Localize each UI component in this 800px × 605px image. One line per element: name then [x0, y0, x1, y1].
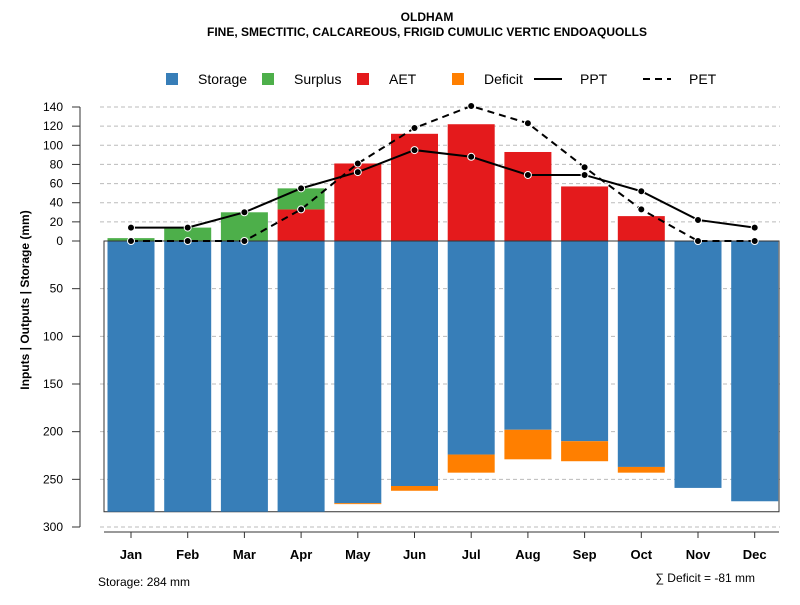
chart-subtitle: FINE, SMECTITIC, CALCAREOUS, FRIGID CUMU… [207, 25, 647, 39]
x-tick-label: Apr [290, 547, 312, 562]
x-tick-label: Mar [233, 547, 256, 562]
pet-point [183, 237, 192, 245]
deficit-bar [561, 441, 609, 462]
pet-point [467, 102, 476, 111]
storage-bar [447, 241, 495, 455]
x-tick-label: Dec [743, 547, 767, 562]
pet-point [637, 205, 646, 214]
pet-point [410, 124, 419, 133]
x-tick-label: Jan [120, 547, 142, 562]
aet-bar [277, 209, 325, 241]
legend-label: AET [389, 71, 417, 87]
x-tick-label: Jul [462, 547, 481, 562]
ppt-line [131, 149, 755, 229]
y-tick-label: 250 [43, 472, 63, 486]
aet-bar [617, 216, 665, 241]
legend-label: Deficit [484, 71, 523, 87]
pet-line [131, 104, 755, 242]
x-tick-label: Sep [573, 547, 597, 562]
aet-bar [447, 124, 495, 241]
legend-label: Surplus [294, 71, 341, 87]
x-tick-label: May [345, 547, 371, 562]
y-tick-label: 60 [50, 177, 64, 191]
x-tick-label: Feb [176, 547, 199, 562]
storage-bar [504, 241, 552, 430]
pet-point [297, 205, 306, 214]
deficit-bar [391, 486, 438, 491]
pet-point [127, 237, 135, 245]
surplus-bar [164, 227, 212, 241]
storage-bar [617, 241, 665, 467]
deficit-bar [504, 429, 552, 460]
legend-label: PPT [580, 71, 608, 87]
x-tick-label: Aug [515, 547, 540, 562]
legend-label: PET [689, 71, 717, 87]
deficit-bar [617, 466, 665, 473]
ppt-point [297, 184, 306, 193]
y-tick-label: 120 [43, 119, 63, 133]
storage-annotation: Storage: 284 mm [98, 575, 190, 589]
legend-swatch-surplus [262, 73, 274, 85]
y-tick-label: 140 [43, 100, 63, 114]
storage-bar [334, 241, 382, 504]
ppt-point [127, 223, 135, 232]
aet-bar [561, 186, 609, 241]
storage-bar [674, 241, 722, 488]
deficit-annotation: ∑ Deficit = -81 mm [655, 571, 755, 585]
pet-point [240, 237, 249, 245]
storage-bar [107, 241, 155, 512]
storage-bar [220, 241, 268, 512]
y-axis-label: Inputs | Outputs | Storage (mm) [18, 210, 32, 389]
ppt-point [523, 170, 532, 179]
y-tick-label: 0 [56, 234, 63, 248]
storage-bar [731, 241, 779, 502]
ppt-point [240, 208, 249, 217]
y-tick-label: 40 [50, 196, 64, 210]
y-tick-label: 80 [50, 157, 64, 171]
pet-point [580, 163, 589, 172]
pet-point [750, 237, 759, 245]
ppt-point [637, 187, 646, 196]
aet-bar [504, 151, 552, 241]
y-tick-label: 20 [50, 215, 64, 229]
ppt-point [410, 146, 419, 155]
deficit-bar [334, 503, 382, 505]
x-tick-label: Jun [403, 547, 426, 562]
storage-bar [391, 241, 438, 487]
storage-bar [277, 241, 325, 512]
legend-swatch-deficit [452, 73, 464, 85]
chart-title: OLDHAM [401, 10, 454, 24]
legend-swatch-storage [166, 73, 178, 85]
pet-point [694, 237, 702, 245]
pet-point [523, 119, 532, 128]
ppt-point [183, 223, 192, 232]
y-tick-label: 200 [43, 425, 63, 439]
ppt-point [750, 223, 759, 232]
ppt-point [353, 168, 362, 177]
storage-bar [164, 241, 212, 512]
y-tick-label: 150 [43, 377, 63, 391]
storage-bar [561, 241, 609, 442]
y-tick-label: 300 [43, 520, 63, 534]
ppt-point [467, 152, 476, 161]
ppt-point [580, 170, 589, 179]
pet-point [353, 159, 362, 168]
y-tick-label: 100 [43, 329, 63, 343]
x-tick-label: Nov [686, 547, 711, 562]
legend-swatch-aet [357, 73, 369, 85]
deficit-bar [447, 454, 495, 473]
y-tick-label: 100 [43, 138, 63, 152]
y-tick-label: 50 [50, 282, 64, 296]
ppt-point [694, 215, 702, 224]
x-tick-label: Oct [630, 547, 652, 562]
legend-label: Storage [198, 71, 247, 87]
